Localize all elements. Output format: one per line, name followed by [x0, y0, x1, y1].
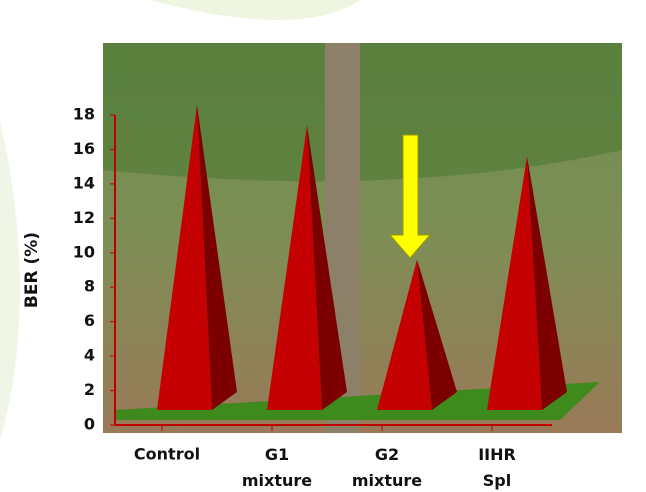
decor: [150, 0, 360, 20]
floor: [115, 382, 600, 420]
y-tick-label: 4: [84, 346, 95, 365]
pyramid-front: [157, 104, 212, 411]
x-tick-label: G1 mixture: [242, 445, 312, 490]
y-tick-label: 2: [84, 380, 95, 399]
x-tick-label: Control: [134, 445, 200, 464]
pyramid-side: [417, 259, 457, 410]
pyramid: [157, 104, 237, 411]
y-tick-label: 10: [73, 242, 95, 261]
y-tick-label: 8: [84, 277, 95, 296]
x-tick-label: G2 mixture: [352, 445, 422, 490]
pyramid-side: [307, 125, 347, 410]
y-axis-label: BER (%): [22, 232, 42, 308]
x-tick-label: IIHR Spl: [478, 445, 516, 490]
pyramid-front: [487, 156, 542, 410]
decor: [0, 120, 20, 440]
y-tick-label: 16: [73, 139, 95, 158]
photo-foliage: [103, 43, 622, 182]
y-tick-label: 18: [73, 105, 95, 124]
pyramid-side: [527, 156, 567, 410]
pyramid: [267, 125, 347, 410]
y-tick-label: 6: [84, 311, 95, 330]
pyramid-side: [197, 104, 237, 411]
arrow-annotation: [388, 134, 432, 259]
y-tick-label: 14: [73, 173, 95, 192]
y-tick-label: 12: [73, 208, 95, 227]
pyramid: [377, 259, 457, 410]
y-tick-label: 0: [84, 415, 95, 434]
pyramid-front: [267, 125, 322, 410]
pyramid-front: [377, 259, 432, 410]
pyramid: [487, 156, 567, 410]
